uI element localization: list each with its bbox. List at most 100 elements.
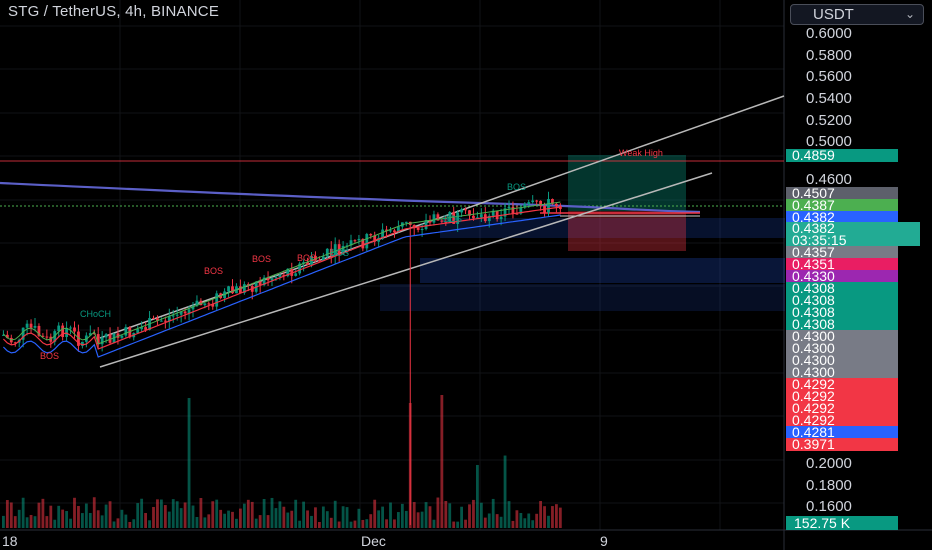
- channel-lower-line: [99, 172, 713, 368]
- volume-bar: [464, 519, 467, 528]
- candle-body: [144, 327, 147, 330]
- candle-body: [227, 286, 230, 292]
- volume-bar: [357, 508, 361, 528]
- volume-bar: [349, 521, 353, 528]
- volume-bar: [345, 507, 349, 528]
- volume-bar: [207, 514, 211, 528]
- volume-bar: [306, 510, 309, 528]
- candle-body: [468, 210, 471, 216]
- volume-bar: [223, 513, 226, 528]
- candle-body: [373, 235, 377, 242]
- price-tag: 0.4292: [786, 414, 898, 427]
- candle-body: [203, 303, 207, 306]
- symbol-title[interactable]: STG / TetherUS, 4h, BINANCE: [8, 3, 220, 20]
- candle-body: [456, 212, 460, 224]
- candle-body: [140, 327, 144, 330]
- candle-body: [100, 337, 104, 345]
- volume-bar: [9, 502, 13, 528]
- volume-bar: [17, 509, 21, 528]
- volume-bar: [254, 518, 258, 528]
- volume-bar: [116, 518, 120, 528]
- candle-body: [298, 263, 302, 274]
- volume-bar: [314, 507, 317, 528]
- volume-bar: [381, 506, 384, 528]
- volume-bar: [298, 520, 302, 528]
- volume-bar: [77, 505, 80, 528]
- price-tag: 0.4382: [786, 222, 920, 235]
- volume-bar: [112, 521, 116, 528]
- volume-bar: [92, 497, 96, 528]
- volume-bar: [333, 500, 337, 528]
- stop-loss-zone: [568, 211, 686, 251]
- candle-body: [416, 227, 420, 230]
- price-scale-label: 0.5200: [806, 112, 852, 129]
- volume-bar: [41, 498, 45, 528]
- candle-body: [381, 229, 384, 238]
- volume-bar: [49, 505, 53, 528]
- volume-bar: [282, 506, 286, 528]
- volume-bar: [286, 512, 290, 528]
- price-scale-label: 0.5800: [806, 47, 852, 64]
- candle-body: [167, 316, 171, 322]
- volume-bar: [353, 520, 357, 528]
- moving-average-line: [0, 181, 701, 214]
- candle-body: [472, 215, 475, 219]
- price-scale-label: 0.6000: [806, 25, 852, 42]
- volume-bar: [515, 510, 519, 528]
- volume-bar: [183, 502, 187, 528]
- bos-label: BOS: [297, 253, 317, 263]
- candle-body: [306, 262, 309, 265]
- candle-body: [432, 214, 436, 223]
- candle-body: [555, 203, 558, 207]
- demand-zone: [380, 284, 785, 311]
- volume-bar: [270, 497, 274, 528]
- volume-bar: [499, 516, 503, 528]
- candle-body: [124, 327, 128, 336]
- candle-body: [365, 234, 369, 249]
- candle-body: [412, 224, 416, 228]
- price-tag: 0.4292: [786, 390, 898, 403]
- volume-bar: [416, 512, 420, 528]
- volume-bar: [373, 499, 377, 528]
- price-scale-label: 0.4600: [806, 171, 852, 188]
- candle-body: [108, 334, 112, 343]
- currency-selector[interactable]: USDT ⌄: [790, 4, 924, 25]
- bos-label: BOS: [443, 214, 463, 224]
- volume-bar: [140, 498, 144, 528]
- volume-bar: [377, 510, 381, 528]
- price-scale-label: 0.5000: [806, 133, 852, 150]
- price-scale-label: 0.2000: [806, 455, 852, 472]
- volume-bar: [235, 518, 238, 528]
- volume-bar: [65, 511, 68, 528]
- candle-body: [136, 329, 140, 334]
- candle-body: [527, 202, 531, 205]
- candle-body: [81, 341, 84, 346]
- currency-label: USDT: [813, 6, 854, 23]
- volume-bar: [120, 509, 124, 528]
- volume-bar: [385, 519, 388, 528]
- choch-label: CHoCH: [80, 309, 112, 319]
- volume-bar: [539, 500, 542, 528]
- volume-bar: [215, 499, 219, 528]
- volume-bar: [428, 506, 432, 528]
- candle-body: [104, 334, 108, 338]
- candle-body: [440, 220, 444, 222]
- candle-body: [5, 334, 9, 338]
- volume-bar: [404, 510, 408, 528]
- candle-body: [69, 327, 72, 329]
- volume-bar: [100, 515, 104, 528]
- candle-body: [183, 311, 187, 314]
- volume-bar: [246, 499, 250, 528]
- price-tag: 0.4300: [786, 354, 898, 367]
- volume-bar: [37, 502, 41, 528]
- volume-bar: [2, 515, 5, 528]
- candle-body: [33, 325, 37, 328]
- candle-body: [13, 342, 17, 344]
- volume-bar: [84, 503, 88, 528]
- candle-body: [73, 327, 76, 332]
- volume-bar: [45, 516, 49, 528]
- candle-body: [507, 206, 511, 209]
- volume-bar: [408, 403, 412, 528]
